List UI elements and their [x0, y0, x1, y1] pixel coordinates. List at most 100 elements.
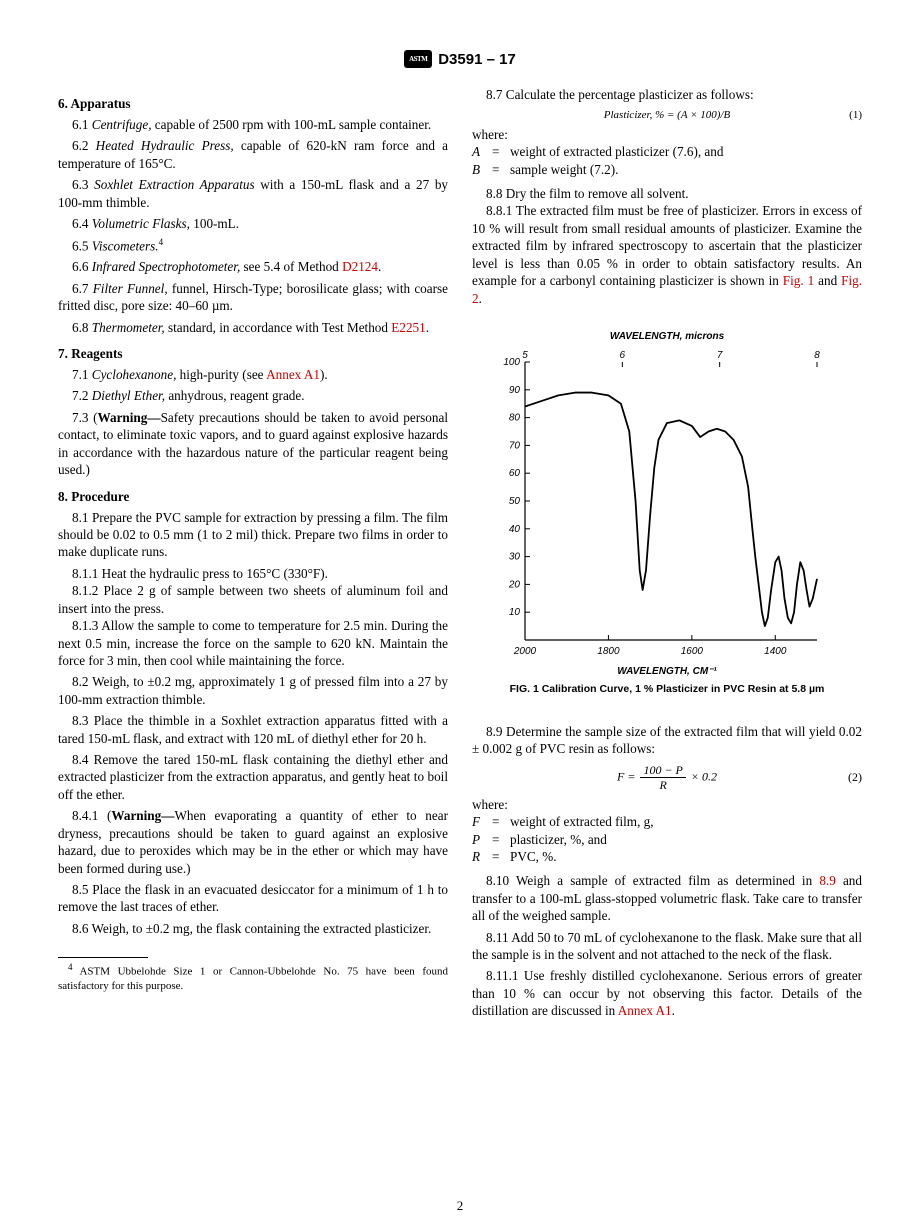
term: Infrared Spectrophotometer, — [92, 259, 240, 274]
term: Cyclohexanone, — [92, 367, 177, 382]
warning-label: Warning— — [111, 808, 174, 823]
para-7-3: 7.3 (Warning—Safety precautions should b… — [58, 409, 448, 479]
link-e2251[interactable]: E2251 — [391, 320, 425, 335]
svg-text:5: 5 — [522, 350, 528, 361]
warning-label: Warning— — [98, 410, 161, 425]
num: 6.8 — [72, 320, 92, 335]
desc: weight of extracted plasticizer (7.6), a… — [510, 143, 862, 161]
num: 6.3 — [72, 177, 94, 192]
sym: B — [472, 161, 492, 179]
desc: PVC, %. — [510, 848, 862, 866]
term: Filter Funnel, — [93, 281, 168, 296]
text: . — [672, 1003, 675, 1018]
footnote-rule — [58, 957, 148, 958]
svg-text:7: 7 — [717, 350, 723, 361]
para-8-4-1: 8.4.1 (Warning—When evaporating a quanti… — [58, 807, 448, 877]
spectrum-chart: 1020304050607080901002000180016001400567… — [487, 344, 827, 664]
para-8-1: 8.1 Prepare the PVC sample for extractio… — [58, 509, 448, 561]
para-8-5: 8.5 Place the flask in an evacuated desi… — [58, 881, 448, 916]
num: 6.2 — [72, 138, 96, 153]
eq2-pre: F = — [617, 769, 638, 783]
eq2-post: × 0.2 — [688, 769, 717, 783]
desc: weight of extracted film, g, — [510, 813, 862, 831]
footnote-ref: 4 — [159, 237, 164, 247]
num: 7.1 — [72, 367, 92, 382]
svg-text:100: 100 — [503, 357, 520, 368]
svg-text:2000: 2000 — [513, 646, 537, 657]
where-row: P=plasticizer, %, and — [472, 831, 862, 849]
equals: = — [492, 813, 510, 831]
doc-id: D3591 – 17 — [438, 51, 516, 68]
equation-1: Plasticizer, % = (A × 100)/B (1) — [472, 109, 862, 121]
para-8-3: 8.3 Place the thimble in a Soxhlet extra… — [58, 712, 448, 747]
equation-2: F = 100 − PR × 0.2 (2) — [472, 764, 862, 791]
desc: sample weight (7.2). — [510, 161, 862, 179]
para-7-2: 7.2 Diethyl Ether, anhydrous, reagent gr… — [58, 387, 448, 404]
where-row: R=PVC, %. — [472, 848, 862, 866]
para-8-8: 8.8 Dry the film to remove all solvent. — [472, 185, 862, 202]
svg-text:60: 60 — [509, 468, 521, 479]
page-number: 2 — [0, 1198, 920, 1214]
text: standard, in accordance with Test Method — [165, 320, 392, 335]
para-6-5: 6.5 Viscometers.4 — [58, 237, 448, 255]
eq1-text: Plasticizer, % = (A × 100)/B — [604, 109, 730, 121]
section-6-head: 6. Apparatus — [58, 96, 448, 112]
link-fig1[interactable]: Fig. 1 — [783, 273, 814, 288]
para-8-2: 8.2 Weigh, to ±0.2 mg, approximately 1 g… — [58, 673, 448, 708]
para-8-1-3: 8.1.3 Allow the sample to come to temper… — [58, 617, 448, 669]
svg-text:1400: 1400 — [764, 646, 787, 657]
equals: = — [492, 831, 510, 849]
term: Viscometers. — [92, 238, 159, 253]
para-6-2: 6.2 Heated Hydraulic Press, capable of 6… — [58, 137, 448, 172]
svg-text:50: 50 — [509, 496, 521, 507]
denominator: R — [659, 778, 666, 791]
term: Thermometer, — [92, 320, 165, 335]
equals: = — [492, 143, 510, 161]
footnote-text: ASTM Ubbelohde Size 1 or Cannon-Ubbelohd… — [58, 966, 448, 992]
sym: F — [472, 813, 492, 831]
para-8-9: 8.9 Determine the sample size of the ext… — [472, 723, 862, 758]
para-8-8-1: 8.8.1 The extracted film must be free of… — [472, 202, 862, 307]
left-column: 6. Apparatus 6.1 Centrifuge, capable of … — [58, 86, 448, 1020]
svg-text:40: 40 — [509, 524, 521, 535]
where-1: where: — [472, 127, 862, 143]
figure-1: WAVELENGTH, microns 10203040506070809010… — [472, 331, 862, 695]
sym: R — [472, 848, 492, 866]
text: . — [426, 320, 429, 335]
para-6-8: 6.8 Thermometer, standard, in accordance… — [58, 319, 448, 336]
footnote-4: 4 ASTM Ubbelohde Size 1 or Cannon-Ubbelo… — [58, 962, 448, 993]
para-8-4: 8.4 Remove the tared 150-mL flask contai… — [58, 751, 448, 803]
para-6-7: 6.7 Filter Funnel, funnel, Hirsch-Type; … — [58, 280, 448, 315]
section-8-head: 8. Procedure — [58, 489, 448, 505]
num: 6.4 — [72, 216, 92, 231]
num: 7.2 — [72, 388, 92, 403]
text: . — [479, 291, 482, 306]
link-annex-a1[interactable]: Annex A1 — [266, 367, 320, 382]
svg-text:90: 90 — [509, 385, 521, 396]
text: capable of 2500 rpm with 100-mL sample c… — [152, 117, 432, 132]
equals: = — [492, 848, 510, 866]
text: and — [814, 273, 841, 288]
para-6-6: 6.6 Infrared Spectrophotometer, see 5.4 … — [58, 258, 448, 275]
link-annex-a1-2[interactable]: Annex A1 — [618, 1003, 672, 1018]
para-6-1: 6.1 Centrifuge, capable of 2500 rpm with… — [58, 116, 448, 133]
link-8-9[interactable]: 8.9 — [819, 873, 835, 888]
para-8-11-1: 8.11.1 Use freshly distilled cyclohexano… — [472, 967, 862, 1019]
numerator: 100 − P — [640, 764, 685, 778]
page-header: ASTM D3591 – 17 — [58, 50, 862, 68]
where-list-1: A=weight of extracted plasticizer (7.6),… — [472, 143, 862, 179]
num: 8.4.1 ( — [72, 808, 111, 823]
link-d2124[interactable]: D2124 — [342, 259, 378, 274]
where-row: B=sample weight (7.2). — [472, 161, 862, 179]
svg-text:30: 30 — [509, 552, 521, 563]
para-8-11: 8.11 Add 50 to 70 mL of cyclohexanone to… — [472, 929, 862, 964]
svg-text:1600: 1600 — [681, 646, 704, 657]
num: 6.7 — [72, 281, 93, 296]
sym: P — [472, 831, 492, 849]
svg-text:1800: 1800 — [597, 646, 620, 657]
bottom-axis-label: WAVELENGTH, CM⁻¹ — [487, 666, 847, 677]
svg-text:80: 80 — [509, 413, 521, 424]
para-6-4: 6.4 Volumetric Flasks, 100-mL. — [58, 215, 448, 232]
num: 6.1 — [72, 117, 92, 132]
top-axis-label: WAVELENGTH, microns — [487, 331, 847, 342]
